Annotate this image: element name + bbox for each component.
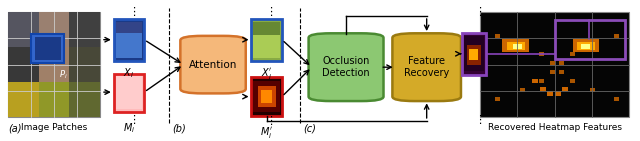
- Bar: [252, 19, 282, 61]
- FancyBboxPatch shape: [180, 36, 246, 93]
- Bar: [559, 61, 564, 65]
- Bar: [35, 37, 61, 60]
- Bar: [589, 88, 595, 92]
- Text: $X_i'$: $X_i'$: [261, 66, 273, 81]
- Bar: [495, 34, 500, 38]
- Bar: [495, 97, 500, 101]
- Bar: [116, 76, 142, 109]
- Bar: [114, 19, 144, 61]
- Bar: [8, 82, 38, 117]
- Text: ⋮: ⋮: [129, 7, 140, 17]
- Bar: [8, 12, 38, 47]
- Bar: [540, 52, 545, 56]
- Bar: [69, 47, 100, 82]
- FancyBboxPatch shape: [392, 33, 461, 101]
- Text: $M_i'$: $M_i'$: [260, 125, 273, 140]
- Text: ⋮: ⋮: [474, 7, 486, 17]
- Bar: [116, 22, 142, 33]
- Bar: [253, 81, 280, 112]
- Bar: [570, 52, 575, 56]
- Bar: [463, 37, 484, 71]
- Text: Feature
Recovery: Feature Recovery: [404, 56, 449, 78]
- Bar: [547, 91, 553, 96]
- Bar: [31, 34, 65, 62]
- Bar: [480, 12, 629, 117]
- Text: ⋮: ⋮: [265, 7, 276, 17]
- Bar: [559, 70, 564, 74]
- Text: $M_i$: $M_i$: [123, 121, 135, 135]
- Bar: [502, 39, 529, 52]
- Bar: [614, 97, 620, 101]
- Bar: [467, 45, 481, 65]
- Bar: [562, 87, 568, 91]
- FancyBboxPatch shape: [308, 33, 383, 101]
- Bar: [469, 49, 478, 60]
- Bar: [116, 33, 142, 58]
- Bar: [38, 47, 69, 82]
- Bar: [540, 79, 545, 83]
- Bar: [261, 90, 273, 103]
- Text: ⋮: ⋮: [265, 116, 276, 126]
- Bar: [570, 79, 575, 83]
- Bar: [461, 33, 486, 75]
- Bar: [253, 22, 280, 36]
- Bar: [8, 47, 38, 82]
- Bar: [253, 35, 280, 58]
- Text: (a): (a): [8, 124, 22, 133]
- Text: ⋮: ⋮: [129, 115, 140, 125]
- Bar: [614, 34, 620, 38]
- Text: (c): (c): [303, 124, 316, 133]
- Bar: [258, 86, 276, 107]
- Bar: [8, 12, 100, 117]
- Text: Attention: Attention: [189, 60, 237, 70]
- Bar: [38, 12, 69, 47]
- Bar: [69, 82, 100, 117]
- Text: ⋮: ⋮: [474, 115, 486, 125]
- Text: $P_i$: $P_i$: [59, 68, 68, 81]
- Bar: [570, 79, 575, 83]
- Bar: [555, 20, 625, 59]
- Text: Occlusion
Detection: Occlusion Detection: [323, 56, 370, 78]
- Bar: [550, 70, 556, 74]
- Bar: [507, 42, 525, 50]
- Bar: [532, 79, 538, 83]
- Bar: [589, 43, 595, 47]
- Bar: [69, 12, 100, 47]
- Bar: [582, 44, 591, 49]
- Bar: [513, 44, 522, 49]
- Bar: [550, 61, 556, 65]
- Text: Recovered Heatmap Features: Recovered Heatmap Features: [488, 124, 621, 132]
- Bar: [540, 87, 546, 91]
- Bar: [38, 82, 69, 117]
- Bar: [114, 74, 144, 112]
- Bar: [555, 91, 561, 96]
- Bar: [577, 42, 595, 50]
- Bar: [520, 43, 525, 47]
- Bar: [252, 77, 282, 116]
- Bar: [520, 88, 525, 92]
- Text: (b): (b): [172, 124, 186, 133]
- Text: $X_i$: $X_i$: [124, 66, 134, 80]
- Text: Image Patches: Image Patches: [21, 124, 88, 132]
- Bar: [573, 39, 599, 52]
